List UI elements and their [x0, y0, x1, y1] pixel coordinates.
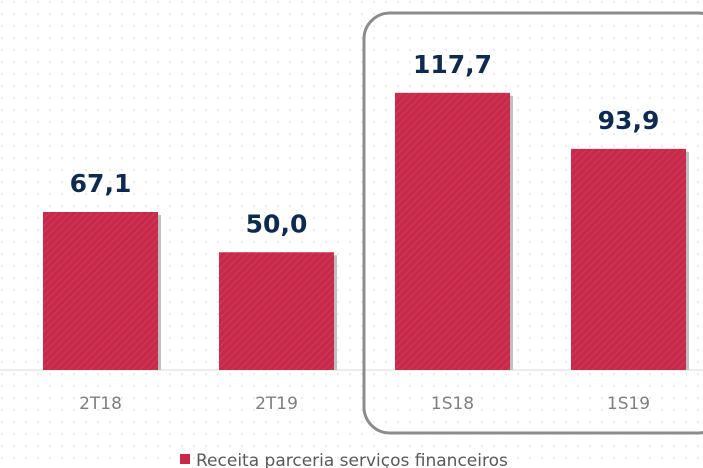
bar-hatch: [571, 148, 686, 370]
legend-swatch: [180, 454, 190, 464]
value-label: 50,0: [246, 209, 308, 238]
value-label: 93,9: [598, 106, 660, 135]
bar-hatch: [219, 252, 334, 370]
x-tick-label: 1S19: [607, 394, 650, 414]
value-label: 67,1: [70, 169, 132, 198]
x-tick-label: 2T19: [255, 394, 298, 414]
bar-hatch: [43, 211, 158, 370]
legend-label: Receita parceria serviços financeiros: [196, 451, 508, 468]
x-tick-label: 2T18: [79, 394, 122, 414]
legend: Receita parceria serviços financeiros: [180, 451, 508, 468]
bar-hatch: [395, 92, 510, 370]
value-label: 117,7: [413, 50, 492, 79]
highlight-box: [362, 11, 703, 435]
x-tick-label: 1S18: [431, 394, 474, 414]
